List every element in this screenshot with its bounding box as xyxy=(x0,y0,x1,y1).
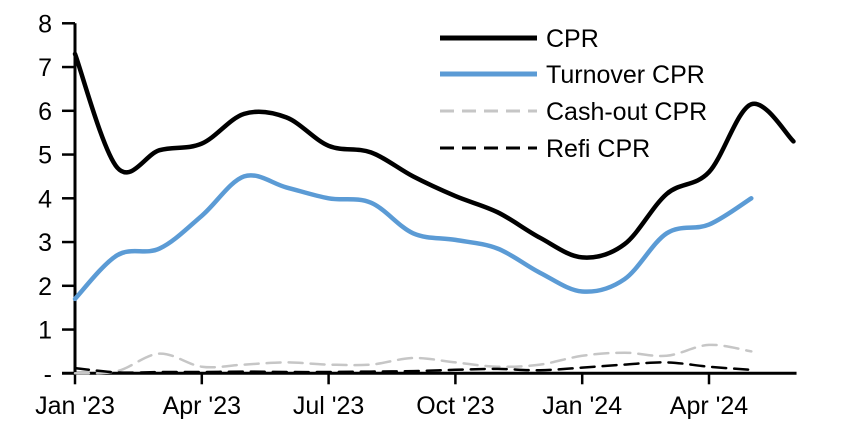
x-tick-label: Jan '23 xyxy=(35,392,115,420)
y-tick-label: 8 xyxy=(38,10,52,38)
y-tick-label: 6 xyxy=(38,98,52,126)
legend-label-cash-out-cpr: Cash-out CPR xyxy=(546,98,707,126)
y-tick-label: 4 xyxy=(38,185,52,213)
legend-label-refi-cpr: Refi CPR xyxy=(546,135,650,163)
x-tick-label: Jan '24 xyxy=(542,392,622,420)
legend-label-turnover-cpr: Turnover CPR xyxy=(546,61,705,89)
y-tick-label: 7 xyxy=(38,54,52,82)
series-line-cash-out-cpr xyxy=(73,343,753,375)
x-tick-label: Jul '23 xyxy=(293,392,364,420)
y-tick-label: - xyxy=(44,360,52,388)
series-line-turnover-cpr xyxy=(72,173,754,302)
y-tick-label: 1 xyxy=(38,317,52,345)
x-tick-label: Apr '24 xyxy=(670,392,749,420)
y-tick-label: 3 xyxy=(38,229,52,257)
x-tick-label: Apr '23 xyxy=(163,392,241,420)
series-line-cpr xyxy=(72,51,796,260)
y-tick-label: 5 xyxy=(38,142,52,170)
y-tick-label: 2 xyxy=(38,273,52,301)
series-line-refi-cpr xyxy=(73,361,753,374)
legend-label-cpr: CPR xyxy=(546,25,599,53)
x-tick-label: Oct '23 xyxy=(416,392,494,420)
